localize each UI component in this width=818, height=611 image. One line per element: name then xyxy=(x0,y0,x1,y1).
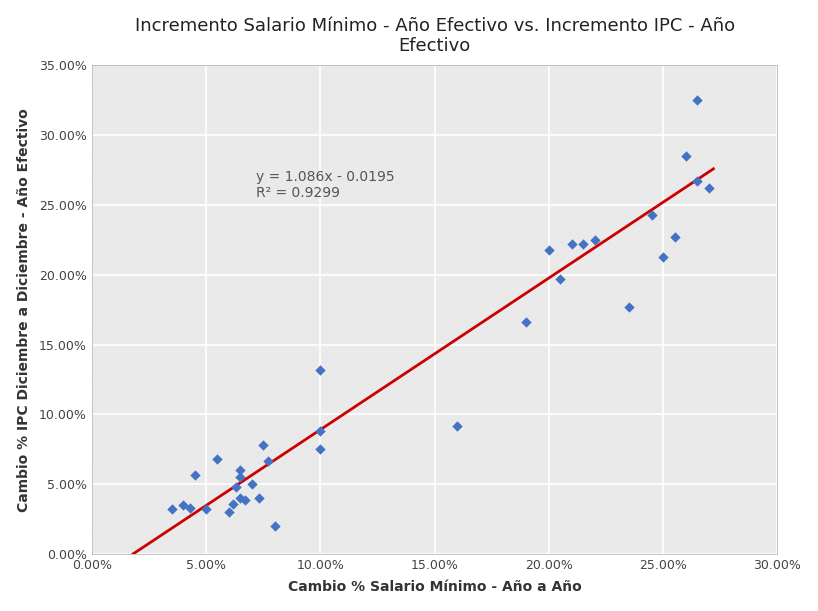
Point xyxy=(554,274,567,284)
Point xyxy=(222,507,236,517)
Point xyxy=(229,482,242,492)
Point xyxy=(200,505,213,514)
Point xyxy=(177,500,190,510)
Point xyxy=(577,240,590,249)
Point xyxy=(238,495,251,505)
Point xyxy=(680,152,693,161)
Point xyxy=(234,472,247,482)
Point xyxy=(314,365,327,375)
Point xyxy=(314,445,327,455)
Point xyxy=(451,421,464,431)
Point xyxy=(565,240,578,249)
Point xyxy=(183,503,196,513)
Point xyxy=(645,210,658,220)
Point xyxy=(657,252,670,262)
Point xyxy=(691,177,704,186)
Text: y = 1.086x - 0.0195
R² = 0.9299: y = 1.086x - 0.0195 R² = 0.9299 xyxy=(256,170,395,200)
Point xyxy=(691,95,704,105)
Point xyxy=(703,183,716,193)
Point xyxy=(588,235,601,245)
Point xyxy=(245,480,258,489)
Point xyxy=(252,494,265,503)
X-axis label: Cambio % Salario Mínimo - Año a Año: Cambio % Salario Mínimo - Año a Año xyxy=(288,580,582,595)
Point xyxy=(268,521,281,531)
Point xyxy=(314,426,327,436)
Point xyxy=(261,456,274,466)
Point xyxy=(211,455,224,464)
Point xyxy=(519,318,533,327)
Point xyxy=(257,441,270,450)
Point xyxy=(622,302,636,312)
Y-axis label: Cambio % IPC Diciembre a Diciembre - Año Efectivo: Cambio % IPC Diciembre a Diciembre - Año… xyxy=(16,108,30,511)
Point xyxy=(234,494,247,503)
Point xyxy=(668,232,681,242)
Title: Incremento Salario Mínimo - Año Efectivo vs. Incremento IPC - Año
Efectivo: Incremento Salario Mínimo - Año Efectivo… xyxy=(134,16,735,56)
Point xyxy=(165,505,178,514)
Point xyxy=(227,499,240,509)
Point xyxy=(188,470,201,480)
Point xyxy=(542,245,555,255)
Point xyxy=(234,466,247,475)
